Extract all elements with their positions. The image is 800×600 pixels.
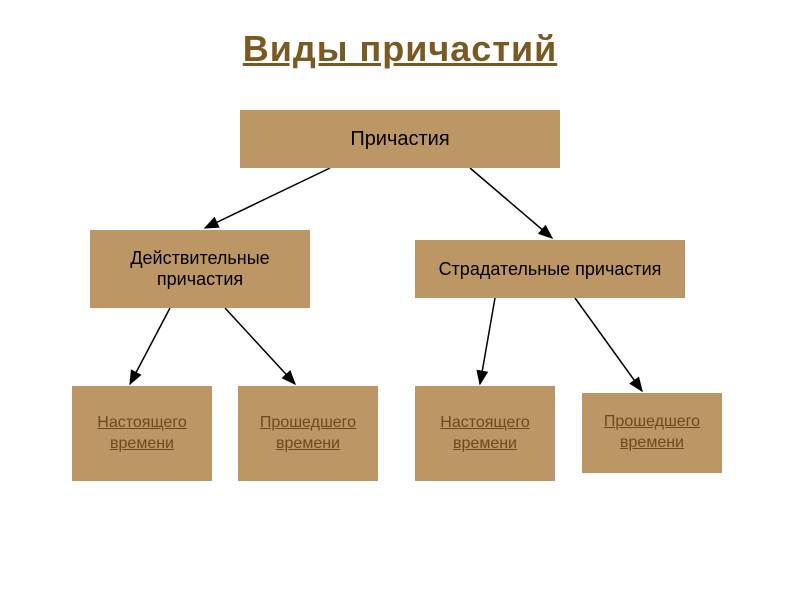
node-leaf-4: Прошедшего времени	[582, 393, 722, 473]
edge-midleft-to-leaf2	[225, 308, 295, 384]
edge-midright-to-leaf3	[480, 298, 495, 384]
node-mid-left: Действительные причастия	[90, 230, 310, 308]
node-leaf-3: Настоящего времени	[415, 386, 555, 481]
edge-midright-to-leaf4	[575, 298, 642, 391]
edge-midleft-to-leaf1	[130, 308, 170, 384]
node-mid-right: Страдательные причастия	[415, 240, 685, 298]
node-root: Причастия	[240, 110, 560, 168]
node-leaf-2: Прошедшего времени	[238, 386, 378, 481]
diagram-title: Виды причастий	[0, 0, 800, 70]
node-leaf-1: Настоящего времени	[72, 386, 212, 481]
edge-root-to-midright	[470, 168, 552, 238]
edge-root-to-midleft	[205, 168, 330, 228]
